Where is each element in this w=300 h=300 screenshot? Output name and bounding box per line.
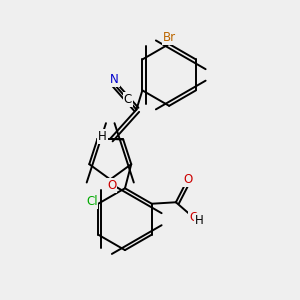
- Text: O: O: [183, 173, 192, 186]
- Text: Br: Br: [163, 31, 176, 44]
- Text: C: C: [124, 93, 132, 106]
- Text: Cl: Cl: [86, 195, 98, 208]
- Text: O: O: [107, 179, 116, 192]
- Text: H: H: [98, 130, 107, 143]
- Text: N: N: [110, 73, 119, 86]
- Text: H: H: [195, 214, 204, 227]
- Text: O: O: [189, 212, 198, 224]
